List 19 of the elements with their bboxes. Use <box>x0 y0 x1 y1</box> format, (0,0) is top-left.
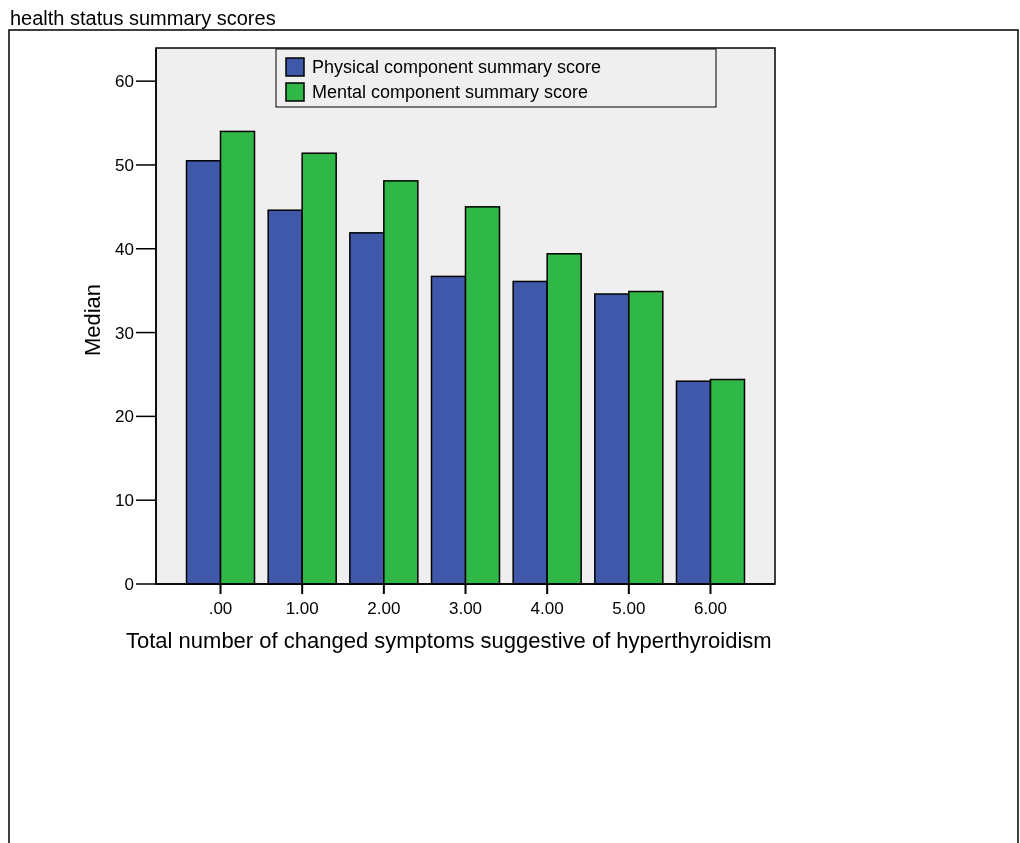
y-tick-label: 30 <box>115 323 134 343</box>
x-tick-label: 2.00 <box>367 599 401 618</box>
y-axis-title: Median <box>80 283 105 357</box>
x-axis-title: Total number of changed symptoms suggestive of hyperthyroidism <box>126 628 773 654</box>
y-tick-label: 40 <box>115 239 134 259</box>
legend-label: Physical component summary score <box>312 57 602 78</box>
x-tick-label: 3.00 <box>448 599 483 618</box>
x-tick-label: 5.00 <box>612 599 646 618</box>
y-tick-label: 10 <box>115 491 134 511</box>
legend-label: Mental component summary score <box>312 82 589 103</box>
x-tick-label: 6.00 <box>693 599 728 618</box>
y-tick-label: 20 <box>115 407 134 427</box>
y-tick-label: 0 <box>124 574 134 594</box>
x-tick-label: .00 <box>208 599 233 618</box>
chart-title: health status summary scores <box>10 7 276 29</box>
x-tick-label: 1.00 <box>285 599 319 618</box>
x-tick-label: 4.00 <box>530 599 564 618</box>
y-tick-label: 50 <box>115 155 134 175</box>
y-tick-label: 60 <box>115 72 134 92</box>
